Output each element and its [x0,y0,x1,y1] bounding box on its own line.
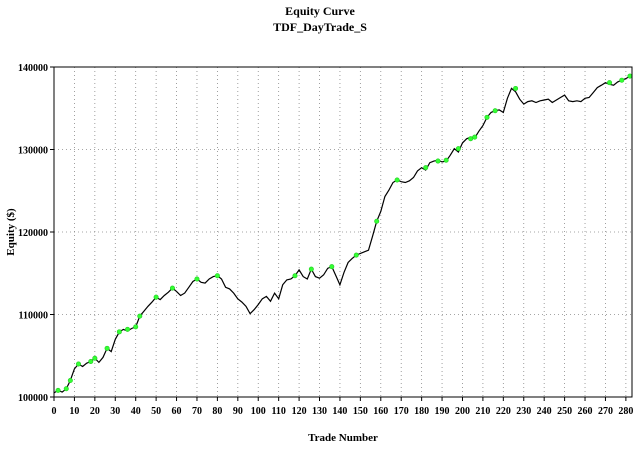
x-tick-label: 190 [435,406,450,417]
new-high-marker [468,136,474,142]
y-tick-label: 120000 [18,228,48,239]
new-high-marker [88,359,94,365]
new-high-marker [627,73,633,79]
new-high-marker [104,345,110,351]
x-axis-label: Trade Number [308,432,378,444]
x-tick-label: 220 [496,406,511,417]
x-tick-label: 120 [292,406,307,417]
x-tick-label: 200 [455,406,470,417]
x-tick-label: 110 [271,406,285,417]
y-tick-label: 100000 [18,393,48,404]
new-high-marker [374,218,380,224]
x-tick-label: 140 [332,406,347,417]
new-high-marker [76,361,82,367]
x-tick-label: 210 [475,406,490,417]
new-high-marker [472,134,478,140]
x-tick-label: 40 [131,406,141,417]
x-tick-label: 70 [192,406,202,417]
new-high-marker [92,355,98,361]
new-high-marker [607,80,613,86]
grid-lines [50,66,632,401]
new-high-marker [435,158,441,164]
new-high-marker [153,294,159,300]
x-tick-label: 20 [90,406,100,417]
new-high-marker [169,285,175,291]
tick-labels: 0 10 20 30 40 50 60 70 80 90 100 110 120 130 140 150 160… [18,63,633,417]
x-tick-label: 100 [251,406,266,417]
x-tick-label: 10 [69,406,79,417]
x-tick-label: 150 [353,406,368,417]
new-high-marker [492,108,498,114]
new-high-marker [513,85,519,91]
x-tick-label: 170 [394,406,409,417]
new-high-marker [443,157,449,163]
new-high-marker [63,386,69,392]
new-high-marker [116,329,122,335]
x-tick-label: 0 [52,406,57,417]
new-high-marker [455,146,461,152]
x-tick-label: 240 [537,406,552,417]
new-high-marker [308,266,314,272]
new-high-marker [329,264,335,270]
plot-frame [53,66,633,398]
new-high-marker [484,114,490,120]
x-tick-label: 30 [110,406,120,417]
x-tick-label: 250 [557,406,572,417]
new-high-marker [214,273,220,279]
x-tick-label: 60 [172,406,182,417]
new-high-marker [67,377,73,383]
new-high-marker [292,273,298,279]
chart-subtitle: TDF_DayTrade_S [273,20,367,34]
y-tick-label: 140000 [18,63,48,74]
x-tick-label: 90 [233,406,243,417]
x-tick-label: 80 [212,406,222,417]
new-high-marker [133,324,139,330]
x-tick-label: 260 [578,406,593,417]
new-high-marker [619,77,625,83]
x-tick-label: 160 [373,406,388,417]
y-tick-label: 110000 [19,311,48,322]
y-tick-label: 130000 [18,146,48,157]
x-tick-label: 180 [414,406,429,417]
equity-line [53,75,631,394]
new-high-marker [137,313,143,319]
new-high-marker [125,326,131,332]
y-axis-label: Equity ($) [5,208,17,256]
x-tick-label: 230 [516,406,531,417]
new-high-marker [194,276,200,282]
x-tick-label: 130 [312,406,327,417]
new-high-marker [353,252,359,258]
chart-title: Equity Curve [285,4,355,18]
new-high-marker [423,165,429,171]
x-tick-label: 50 [151,406,161,417]
new-high-markers [55,73,633,393]
x-tick-label: 280 [618,406,633,417]
x-tick-label: 270 [598,406,613,417]
new-high-marker [394,177,400,183]
new-high-marker [55,387,61,393]
